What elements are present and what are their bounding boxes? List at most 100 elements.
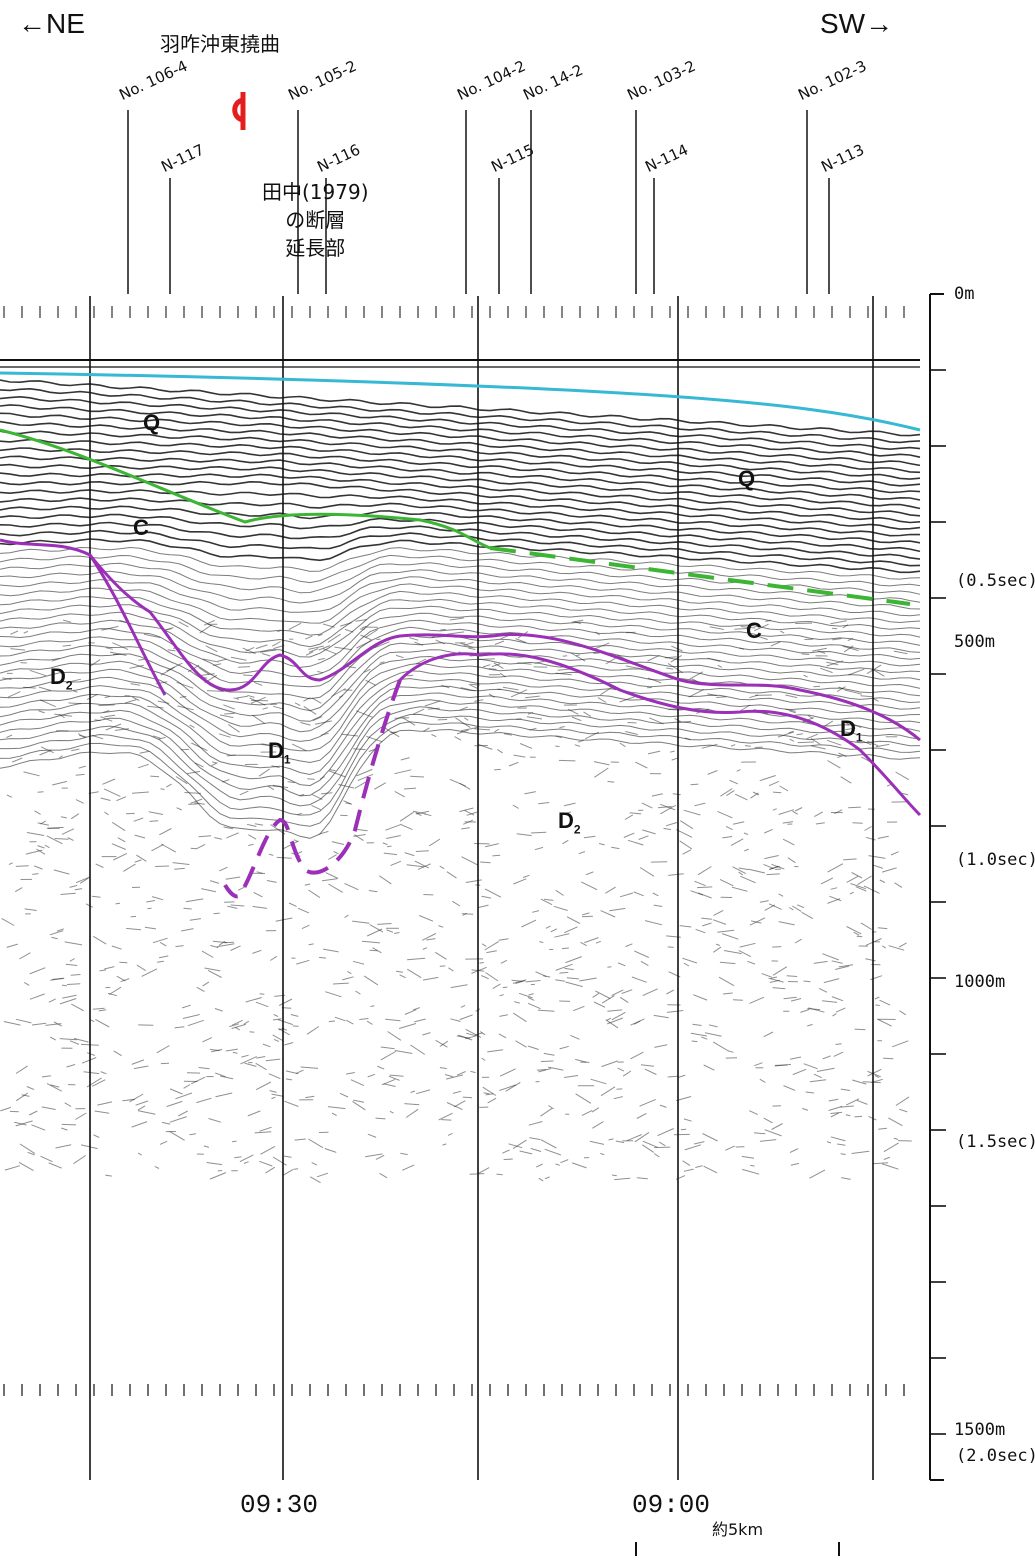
reflection-fragment: [506, 1082, 521, 1091]
reflection-fragment: [246, 998, 262, 1003]
reflection-fragment: [463, 1097, 472, 1098]
reflection-fragment: [365, 1154, 382, 1157]
reflection-fragment: [630, 1052, 643, 1059]
reflection-fragment: [822, 954, 838, 960]
reflection-fragment: [457, 1072, 466, 1076]
reflection-fragment: [720, 962, 736, 963]
reflection-fragment: [739, 648, 744, 649]
reflection-fragment: [704, 1065, 715, 1070]
reflection-fragment: [326, 873, 338, 879]
reflection-fragment: [716, 697, 726, 698]
reflection-fragment: [39, 711, 45, 713]
reflection-fragment: [462, 914, 473, 915]
reflection-fragment: [895, 883, 902, 888]
reflection-fragment: [440, 629, 445, 630]
reflection-fragment: [158, 701, 169, 703]
reflection-fragment: [607, 1010, 622, 1011]
reflection-fragment: [682, 958, 697, 963]
reflection-fragment: [101, 798, 111, 801]
reflection-fragment: [790, 1057, 801, 1059]
reflection-fragment: [273, 1035, 284, 1041]
reflection-fragment: [807, 734, 818, 739]
reflection-fragment: [368, 1134, 376, 1137]
reflection-fragment: [7, 944, 18, 947]
reflection-fragment: [241, 1055, 248, 1057]
reflection-fragment: [346, 803, 352, 804]
reflection-fragment: [892, 1041, 908, 1047]
reflection-fragment: [298, 908, 309, 913]
reflection-fragment: [374, 783, 386, 790]
reflection-fragment: [425, 701, 441, 706]
reflection-fragment: [593, 993, 599, 997]
reflection-fragment: [855, 1116, 863, 1117]
reflection-fragment: [883, 1058, 893, 1059]
reflection-fragment: [744, 849, 748, 851]
reflection-fragment: [720, 879, 733, 885]
reflection-fragment: [455, 737, 461, 741]
reflection-fragment: [635, 1132, 649, 1142]
reflection-fragment: [848, 669, 864, 675]
reflection-fragment: [385, 824, 401, 830]
reflection-fragment: [608, 781, 615, 782]
reflection-fragment: [173, 863, 190, 865]
reflection-fragment: [852, 1151, 870, 1153]
reflection-fragment: [410, 776, 424, 777]
reflection-fragment: [641, 961, 649, 965]
reflection-fragment: [256, 1002, 268, 1007]
reflection-fragment: [263, 708, 268, 710]
reflection-fragment: [136, 1101, 148, 1105]
reflection-fragment: [5, 1166, 20, 1170]
reflection-fragment: [538, 1010, 555, 1011]
reflection-fragment: [480, 862, 490, 863]
reflection-fragment: [214, 838, 222, 840]
reflection-fragment: [732, 887, 748, 891]
reflection-fragment: [462, 857, 478, 865]
reflection-fragment: [572, 1163, 586, 1168]
reflection-fragment: [155, 866, 169, 867]
reflection-fragment: [218, 1171, 222, 1172]
reflection-fragment: [105, 715, 116, 716]
reflection-fragment: [764, 829, 772, 833]
reflection-fragment: [218, 659, 227, 661]
reflection-fragment: [772, 1124, 783, 1130]
reflection-fragment: [841, 1106, 854, 1107]
reflection-fragment: [289, 623, 301, 629]
reflection-fragment: [697, 887, 712, 888]
reflection-fragment: [82, 1058, 96, 1064]
reflection-fragment: [544, 899, 553, 900]
reflection-fragment: [215, 1009, 223, 1012]
reflection-fragment: [34, 866, 42, 869]
reflection-fragment: [560, 1160, 568, 1163]
reflection-fragment: [50, 931, 63, 935]
reflection-fragment: [729, 780, 737, 784]
reflection-fragment: [256, 1057, 265, 1059]
reflection-fragment: [516, 719, 521, 720]
reflection-fragment: [289, 903, 297, 906]
reflection-fragment: [480, 963, 484, 964]
reflection-fragment: [612, 990, 624, 996]
reflection-fragment: [684, 1119, 692, 1121]
reflection-fragment: [645, 1069, 657, 1074]
reflection-fragment: [328, 855, 336, 860]
reflection-fragment: [416, 851, 429, 852]
reflection-fragment: [272, 1094, 284, 1096]
reflection-fragment: [501, 960, 507, 963]
reflection-fragment: [137, 965, 146, 971]
reflection-fragment: [247, 695, 254, 697]
reflection-fragment: [882, 868, 897, 872]
reflection-fragment: [878, 1128, 887, 1129]
reflection-fragment: [541, 1140, 556, 1148]
reflection-fragment: [625, 815, 633, 820]
reflection-fragment: [836, 1008, 845, 1012]
reflection-fragment: [383, 843, 388, 845]
reflection-fragment: [643, 989, 658, 996]
reflection-fragment: [73, 1156, 85, 1164]
reflection-fragment: [704, 1166, 717, 1173]
reflection-fragment: [440, 966, 446, 967]
reflection-fragment: [791, 1163, 799, 1165]
reflection-fragment: [531, 832, 546, 833]
reflection-fragment: [668, 663, 683, 672]
reflection-fragment: [861, 696, 873, 697]
reflection-fragment: [234, 1157, 241, 1158]
